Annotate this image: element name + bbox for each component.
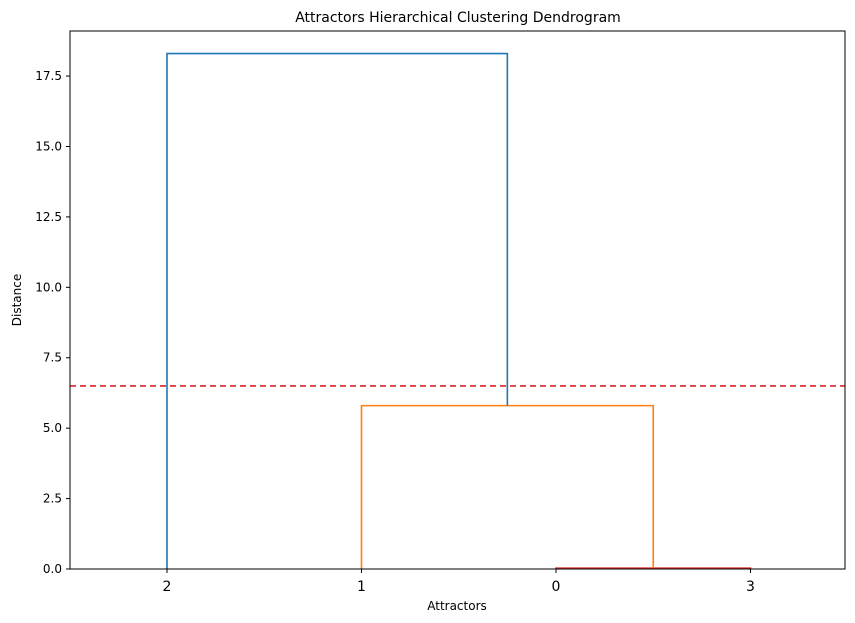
x-axis-label: Attractors [427, 599, 487, 613]
y-tick-label: 15.0 [35, 139, 62, 153]
y-tick-label: 0.0 [43, 562, 62, 576]
plot-frame [69, 30, 846, 570]
y-tick-label: 12.5 [35, 210, 62, 224]
chart-title: Attractors Hierarchical Clustering Dendr… [295, 10, 621, 26]
dendrogram-link [360, 404, 655, 569]
y-axis: 0.0 2.5 5.0 7.5 10.0 12.5 15.0 17.5 [35, 69, 70, 576]
y-tick-label: 10.0 [35, 280, 62, 294]
y-tick-label: 17.5 [35, 69, 62, 83]
leaf-label: 1 [357, 579, 366, 595]
leaf-label: 3 [746, 579, 755, 595]
y-tick-label: 5.0 [43, 421, 62, 435]
x-axis: 2 1 0 3 [163, 569, 755, 595]
y-tick-label: 7.5 [43, 351, 62, 365]
leaf-label: 2 [163, 579, 172, 595]
y-axis-label: Distance [10, 274, 24, 326]
plot-area [70, 52, 845, 569]
leaf-label: 0 [552, 579, 561, 595]
dendrogram-link [166, 52, 509, 569]
y-tick-label: 2.5 [43, 492, 62, 506]
